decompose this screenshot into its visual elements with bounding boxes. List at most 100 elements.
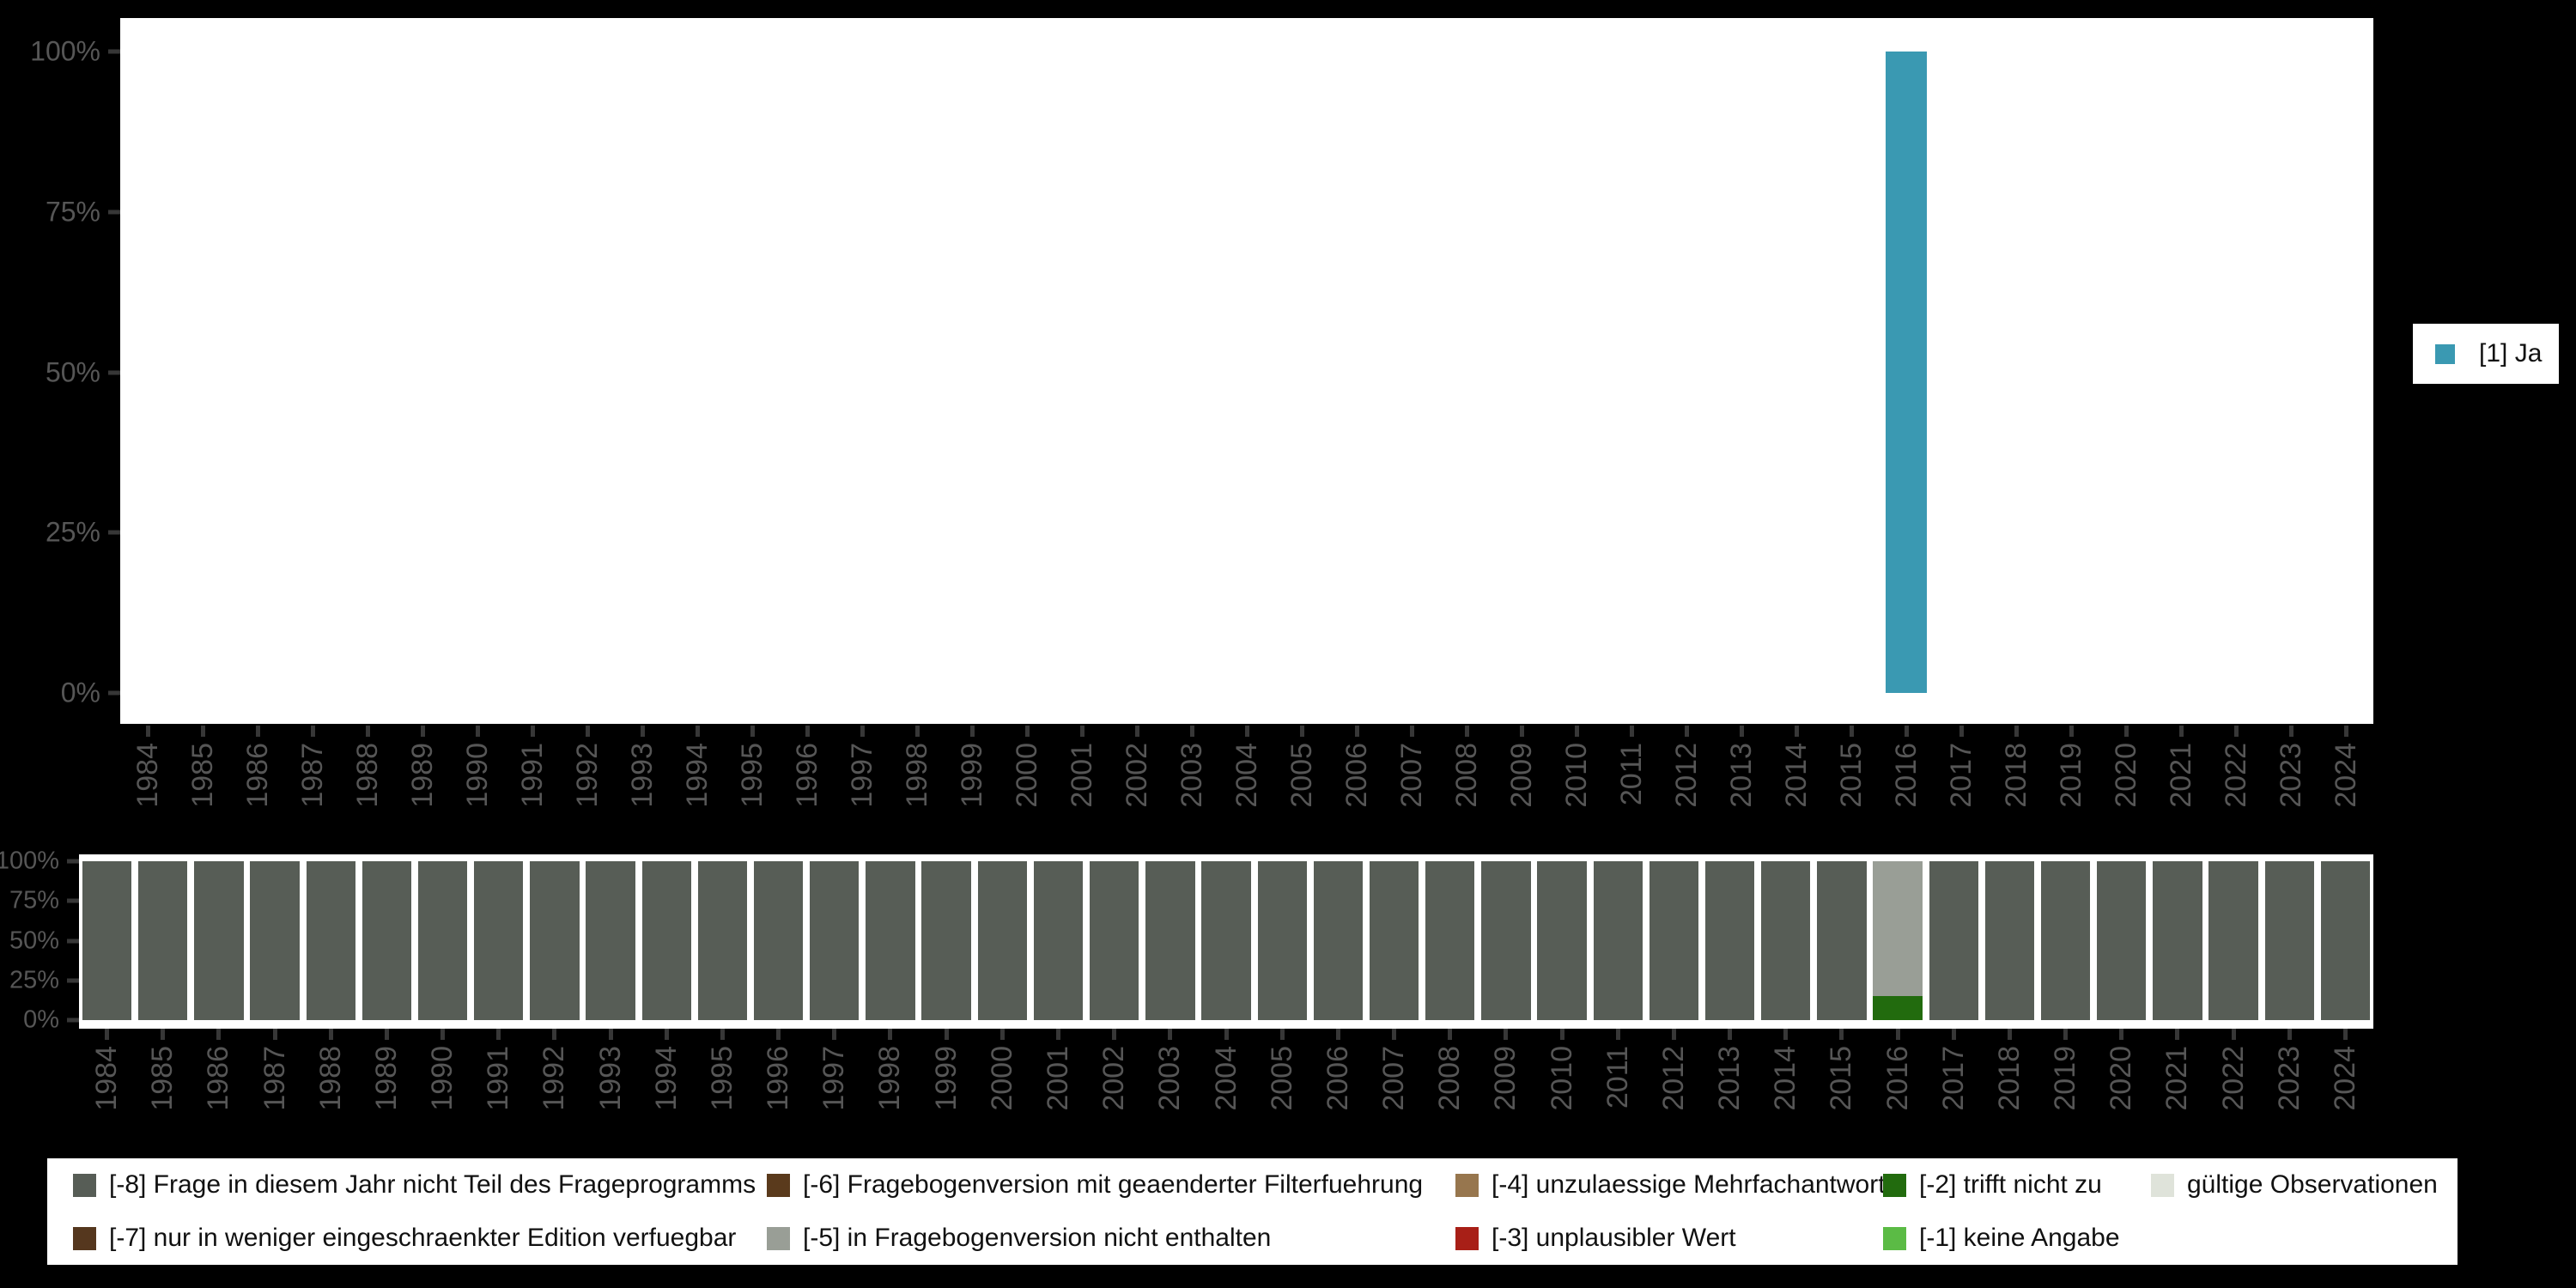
x-tick-label-2001: 2001 <box>1042 1046 1074 1111</box>
bar-2021-segment--8[interactable] <box>2153 861 2202 1020</box>
bar-2020-segment--8[interactable] <box>2097 861 2147 1020</box>
bar-1993-segment--8[interactable] <box>586 861 635 1020</box>
bar-1989-segment--8[interactable] <box>361 861 412 1020</box>
bar-2003-segment--8[interactable] <box>1145 861 1195 1020</box>
bar-1994-segment--8[interactable] <box>641 861 691 1020</box>
legend-item--8[interactable]: [-8] Frage in diesem Jahr nicht Teil des… <box>73 1158 767 1212</box>
legend-item-1[interactable]: [1] Ja <box>2435 339 2542 368</box>
x-axis-slot-2024: 2024 <box>2318 726 2373 846</box>
x-tick-label-1992: 1992 <box>538 1046 571 1111</box>
bar-1985-segment--8[interactable] <box>138 861 188 1020</box>
x-tick-mark <box>310 726 315 737</box>
bar-2005 <box>1281 52 1322 693</box>
bar-1991-segment--8[interactable] <box>474 861 524 1020</box>
bar-1999-segment--8[interactable] <box>921 861 971 1020</box>
bar-2015-segment--8[interactable] <box>1817 861 1867 1020</box>
bar-2016-segment-1[interactable] <box>1886 52 1927 693</box>
bar-1987 <box>292 52 333 693</box>
x-tick-mark <box>2178 726 2184 737</box>
legend-item--7[interactable]: [-7] nur in weniger eingeschraenkter Edi… <box>73 1212 767 1265</box>
bar-2002 <box>1090 861 1139 1020</box>
bar-2019 <box>2040 861 2091 1020</box>
bar-2024-segment--8[interactable] <box>2320 861 2371 1020</box>
bar-1996-segment--8[interactable] <box>753 861 804 1020</box>
bar-slot-2023 <box>2262 861 2318 1020</box>
bar-1986 <box>237 52 278 693</box>
bar-slot-2007 <box>1384 52 1439 693</box>
legend-item--2[interactable]: [-2] trifft nicht zu <box>1883 1158 2151 1212</box>
x-tick-mark <box>475 726 480 737</box>
bar-2014-segment--8[interactable] <box>1761 861 1811 1020</box>
x-tick-label-1987: 1987 <box>258 1046 291 1111</box>
bar-2007-segment--8[interactable] <box>1369 861 1419 1020</box>
x-tick-mark <box>272 1029 277 1040</box>
bar-2006-segment--8[interactable] <box>1313 861 1364 1020</box>
legend-label--8: [-8] Frage in diesem Jahr nicht Teil des… <box>109 1170 756 1199</box>
x-tick-mark <box>1951 1029 1956 1040</box>
bar-1992-segment--8[interactable] <box>530 861 580 1020</box>
bar-1986-segment--8[interactable] <box>194 861 244 1020</box>
bar-1988-segment--8[interactable] <box>306 861 355 1020</box>
bar-slot-2017 <box>1926 861 1982 1020</box>
bar-2013-segment--8[interactable] <box>1704 861 1755 1020</box>
bar-2016-segment--5[interactable] <box>1873 861 1923 997</box>
bar-1995-segment--8[interactable] <box>697 861 748 1020</box>
bar-2018-segment--8[interactable] <box>1984 861 2035 1020</box>
bar-2001-segment--8[interactable] <box>1033 861 1084 1020</box>
bar-2004-segment--8[interactable] <box>1201 861 1251 1020</box>
bar-1984-segment--8[interactable] <box>82 861 132 1020</box>
bar-2000-segment--8[interactable] <box>977 861 1027 1020</box>
bar-2005-segment--8[interactable] <box>1257 861 1307 1020</box>
y-axis-tick: 100% <box>30 36 120 68</box>
bar-1998-segment--8[interactable] <box>866 861 915 1020</box>
x-axis-slot-2015: 2015 <box>1814 1029 1869 1149</box>
x-tick-mark <box>969 726 975 737</box>
bar-2017 <box>1941 52 1982 693</box>
bar-2013 <box>1721 52 1762 693</box>
bar-slot-2008 <box>1422 861 1478 1020</box>
bar-2012-segment--8[interactable] <box>1649 861 1699 1020</box>
x-tick-label-1992: 1992 <box>570 743 604 808</box>
bar-slot-1995 <box>725 52 780 693</box>
bar-2016-segment--2[interactable] <box>1873 996 1923 1020</box>
legend-swatch--4 <box>1455 1173 1479 1197</box>
bar-2010-segment--8[interactable] <box>1537 861 1587 1020</box>
x-axis-slot-1993: 1993 <box>615 726 670 846</box>
bar-slot-1992 <box>560 52 615 693</box>
legend-item--4[interactable]: [-4] unzulaessige Mehrfachantwort <box>1455 1158 1886 1212</box>
bar-2023-segment--8[interactable] <box>2264 861 2314 1020</box>
bar-2008-segment--8[interactable] <box>1425 861 1475 1020</box>
x-axis-slot-1992: 1992 <box>526 1029 582 1149</box>
x-axis-slot-1985: 1985 <box>175 726 230 846</box>
x-tick-mark <box>1168 1029 1173 1040</box>
x-tick-label-1988: 1988 <box>313 1046 347 1111</box>
legend-item-valid[interactable]: gültige Observationen <box>2151 1158 2458 1212</box>
bar-2015 <box>1817 861 1867 1020</box>
bar-2019-segment--8[interactable] <box>2040 861 2091 1020</box>
bar-1987-segment--8[interactable] <box>250 861 300 1020</box>
bar-1990-segment--8[interactable] <box>417 861 468 1020</box>
x-tick-label-2022: 2022 <box>2219 743 2252 808</box>
legend-item--5[interactable]: [-5] in Fragebogenversion nicht enthalte… <box>767 1212 1455 1265</box>
bar-1997-segment--8[interactable] <box>810 861 860 1020</box>
bar-2011-segment--8[interactable] <box>1593 861 1643 1020</box>
legend-item--6[interactable]: [-6] Fragebogenversion mit geaenderter F… <box>767 1158 1455 1212</box>
y-tick-label: 25% <box>9 966 59 994</box>
legend-item--1[interactable]: [-1] keine Angabe <box>1883 1212 2151 1265</box>
bar-2009-segment--8[interactable] <box>1481 861 1531 1020</box>
x-tick-mark <box>1299 726 1304 737</box>
legend-label-1: [1] Ja <box>2479 339 2543 368</box>
legend-item--3[interactable]: [-3] unplausibler Wert <box>1455 1212 1883 1265</box>
y-tick-label: 50% <box>45 356 100 387</box>
x-tick-mark <box>2069 726 2074 737</box>
bar-2023 <box>2264 861 2314 1020</box>
bar-2002-segment--8[interactable] <box>1090 861 1139 1020</box>
bar-1985 <box>138 861 188 1020</box>
bar-2022-segment--8[interactable] <box>2208 861 2258 1020</box>
bar-slot-2013 <box>1702 861 1758 1020</box>
bar-2017-segment--8[interactable] <box>1929 861 1978 1020</box>
bar-2024 <box>2320 861 2371 1020</box>
bar-slot-2008 <box>1439 52 1494 693</box>
x-axis-slot-2020: 2020 <box>2093 1029 2149 1149</box>
bar-1992 <box>530 861 580 1020</box>
